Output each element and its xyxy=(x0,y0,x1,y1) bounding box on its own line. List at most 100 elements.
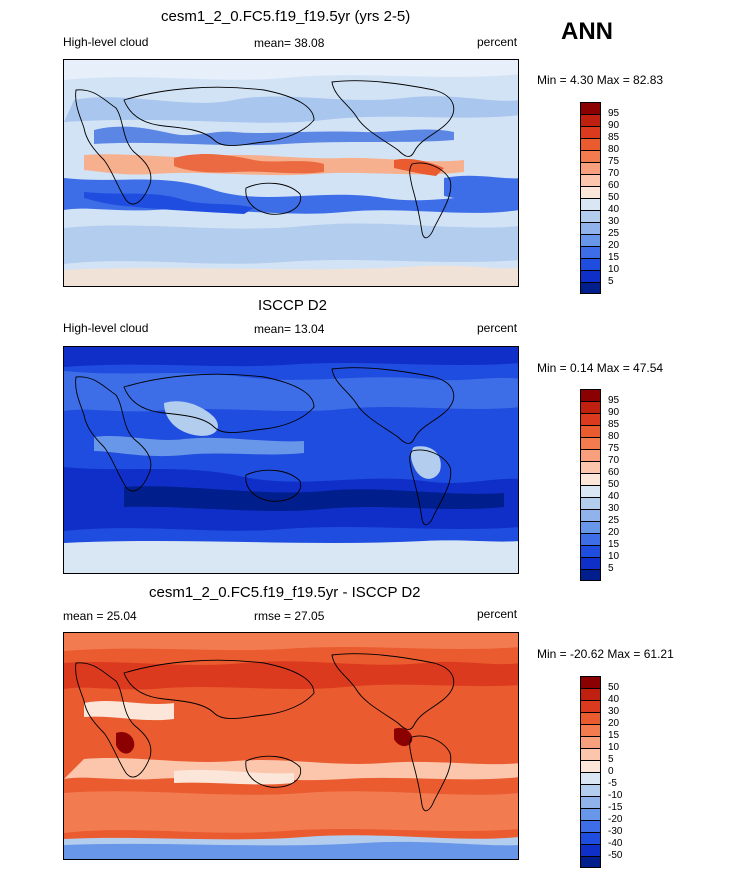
panel2-colorbar-label: 20 xyxy=(608,527,620,538)
panel3-colorbar-swatch xyxy=(580,760,601,772)
panel2-colorbar-swatch xyxy=(580,497,601,509)
panel3-colorbar-swatch xyxy=(580,808,601,820)
panel2-colorbar-swatch xyxy=(580,461,601,473)
panel3-colorbar-label: 40 xyxy=(608,694,620,705)
panel2-colorbar-swatch xyxy=(580,425,601,437)
panel2-title: ISCCP D2 xyxy=(258,297,327,314)
panel3-colorbar-label: -5 xyxy=(608,778,617,789)
panel3-colorbar-label: 20 xyxy=(608,718,620,729)
panel2-colorbar-label: 80 xyxy=(608,431,620,442)
panel2-colorbar-label: 95 xyxy=(608,395,620,406)
panel3-colorbar-swatch xyxy=(580,688,601,700)
panel2-map xyxy=(63,346,519,574)
panel3-colorbar-label: -15 xyxy=(608,802,623,813)
panel3-colorbar-label: -30 xyxy=(608,826,623,837)
panel2-colorbar-swatch xyxy=(580,401,601,413)
panel2-colorbar-label: 5 xyxy=(608,563,614,574)
panel1-colorbar-label: 10 xyxy=(608,264,620,275)
panel3-colorbar-label: 0 xyxy=(608,766,614,777)
panel2-colorbar-label: 90 xyxy=(608,407,620,418)
panel1-colorbar-swatch xyxy=(580,150,601,162)
panel2-colorbar-swatch xyxy=(580,557,601,569)
panel2-colorbar-swatch xyxy=(580,473,601,485)
panel1-map xyxy=(63,59,519,287)
panel1-colorbar-swatch xyxy=(580,246,601,258)
panel3-colorbar-swatch xyxy=(580,724,601,736)
panel2-colorbar-swatch xyxy=(580,485,601,497)
panel1-colorbar-label: 70 xyxy=(608,168,620,179)
panel1-colorbar-swatch xyxy=(580,258,601,270)
panel2-colorbar-swatch xyxy=(580,389,601,401)
panel3-colorbar-label: 30 xyxy=(608,706,620,717)
panel3-colorbar-swatch xyxy=(580,712,601,724)
panel1-left-label: High-level cloud xyxy=(63,35,149,49)
panel1-colorbar-label: 15 xyxy=(608,252,620,263)
panel2-colorbar-swatch xyxy=(580,437,601,449)
panel3-colorbar-label: 5 xyxy=(608,754,614,765)
panel3-units: percent xyxy=(477,607,518,621)
panel3-colorbar-label: 50 xyxy=(608,682,620,693)
panel1-minmax: Min = 4.30 Max = 82.83 xyxy=(537,73,664,87)
panel1-colorbar-swatch xyxy=(580,198,601,210)
panel1-colorbar-label: 25 xyxy=(608,228,620,239)
panel3-colorbar-swatch xyxy=(580,820,601,832)
panel3-colorbar-label: -40 xyxy=(608,838,623,849)
panel1-colorbar-swatch xyxy=(580,234,601,246)
panel2-colorbar-label: 70 xyxy=(608,455,620,466)
panel1-colorbar-label: 75 xyxy=(608,156,620,167)
panel2-left-label: High-level cloud xyxy=(63,321,149,335)
panel1-colorbar-label: 60 xyxy=(608,180,620,191)
season-label: ANN xyxy=(561,18,613,45)
panel1-colorbar-label: 20 xyxy=(608,240,620,251)
panel3-title: cesm1_2_0.FC5.f19_f19.5yr - ISCCP D2 xyxy=(149,584,421,601)
panel2-colorbar-swatch xyxy=(580,413,601,425)
panel2-units: percent xyxy=(477,321,518,335)
panel3-colorbar-swatch xyxy=(580,676,601,688)
panel3-colorbar-swatch xyxy=(580,796,601,808)
panel3-colorbar-swatch xyxy=(580,700,601,712)
panel2-colorbar-swatch xyxy=(580,449,601,461)
panel1-colorbar-swatch xyxy=(580,138,601,150)
panel2-colorbar-swatch xyxy=(580,545,601,557)
panel1-colorbar-label: 85 xyxy=(608,132,620,143)
panel1-colorbar-swatch xyxy=(580,162,601,174)
panel2-colorbar-label: 75 xyxy=(608,443,620,454)
panel3-colorbar-swatch xyxy=(580,844,601,856)
panel3-colorbar-swatch xyxy=(580,784,601,796)
panel1-colorbar-swatch xyxy=(580,270,601,282)
panel1-title: cesm1_2_0.FC5.f19_f19.5yr (yrs 2-5) xyxy=(161,8,411,25)
panel3-mean: mean = 25.04 xyxy=(63,609,137,623)
panel3-field xyxy=(64,633,518,859)
panel1-colorbar-swatch xyxy=(580,210,601,222)
panel1-colorbar-swatch xyxy=(580,174,601,186)
panel2-colorbar-label: 85 xyxy=(608,419,620,430)
panel3-colorbar-swatch xyxy=(580,856,601,868)
panel1-colorbar-swatch xyxy=(580,222,601,234)
panel1-colorbar-swatch xyxy=(580,114,601,126)
panel2-field xyxy=(64,347,518,573)
panel3-colorbar-label: -50 xyxy=(608,850,623,861)
panel2-colorbar-swatch xyxy=(580,533,601,545)
panel2-colorbar-swatch xyxy=(580,521,601,533)
panel1-colorbar-label: 30 xyxy=(608,216,620,227)
panel3-colorbar-swatch xyxy=(580,772,601,784)
panel1-colorbar-label: 50 xyxy=(608,192,620,203)
panel3-colorbar-label: 10 xyxy=(608,742,620,753)
panel2-colorbar-swatch xyxy=(580,509,601,521)
panel1-mean: mean= 38.08 xyxy=(254,36,325,50)
panel3-rmse: rmse = 27.05 xyxy=(254,609,325,623)
panel1-colorbar-label: 80 xyxy=(608,144,620,155)
panel2-colorbar-label: 50 xyxy=(608,479,620,490)
panel3-map xyxy=(63,632,519,860)
panel2-colorbar-swatch xyxy=(580,569,601,581)
panel1-colorbar-label: 90 xyxy=(608,120,620,131)
panel2-minmax: Min = 0.14 Max = 47.54 xyxy=(537,361,664,375)
panel2-colorbar-label: 40 xyxy=(608,491,620,502)
panel3-minmax: Min = -20.62 Max = 61.21 xyxy=(537,647,674,661)
panel1-colorbar-label: 5 xyxy=(608,276,614,287)
panel1-colorbar-swatch xyxy=(580,126,601,138)
panel1-colorbar-label: 95 xyxy=(608,108,620,119)
panel2-colorbar-label: 25 xyxy=(608,515,620,526)
panel1-colorbar-swatch xyxy=(580,186,601,198)
panel1-units: percent xyxy=(477,35,518,49)
